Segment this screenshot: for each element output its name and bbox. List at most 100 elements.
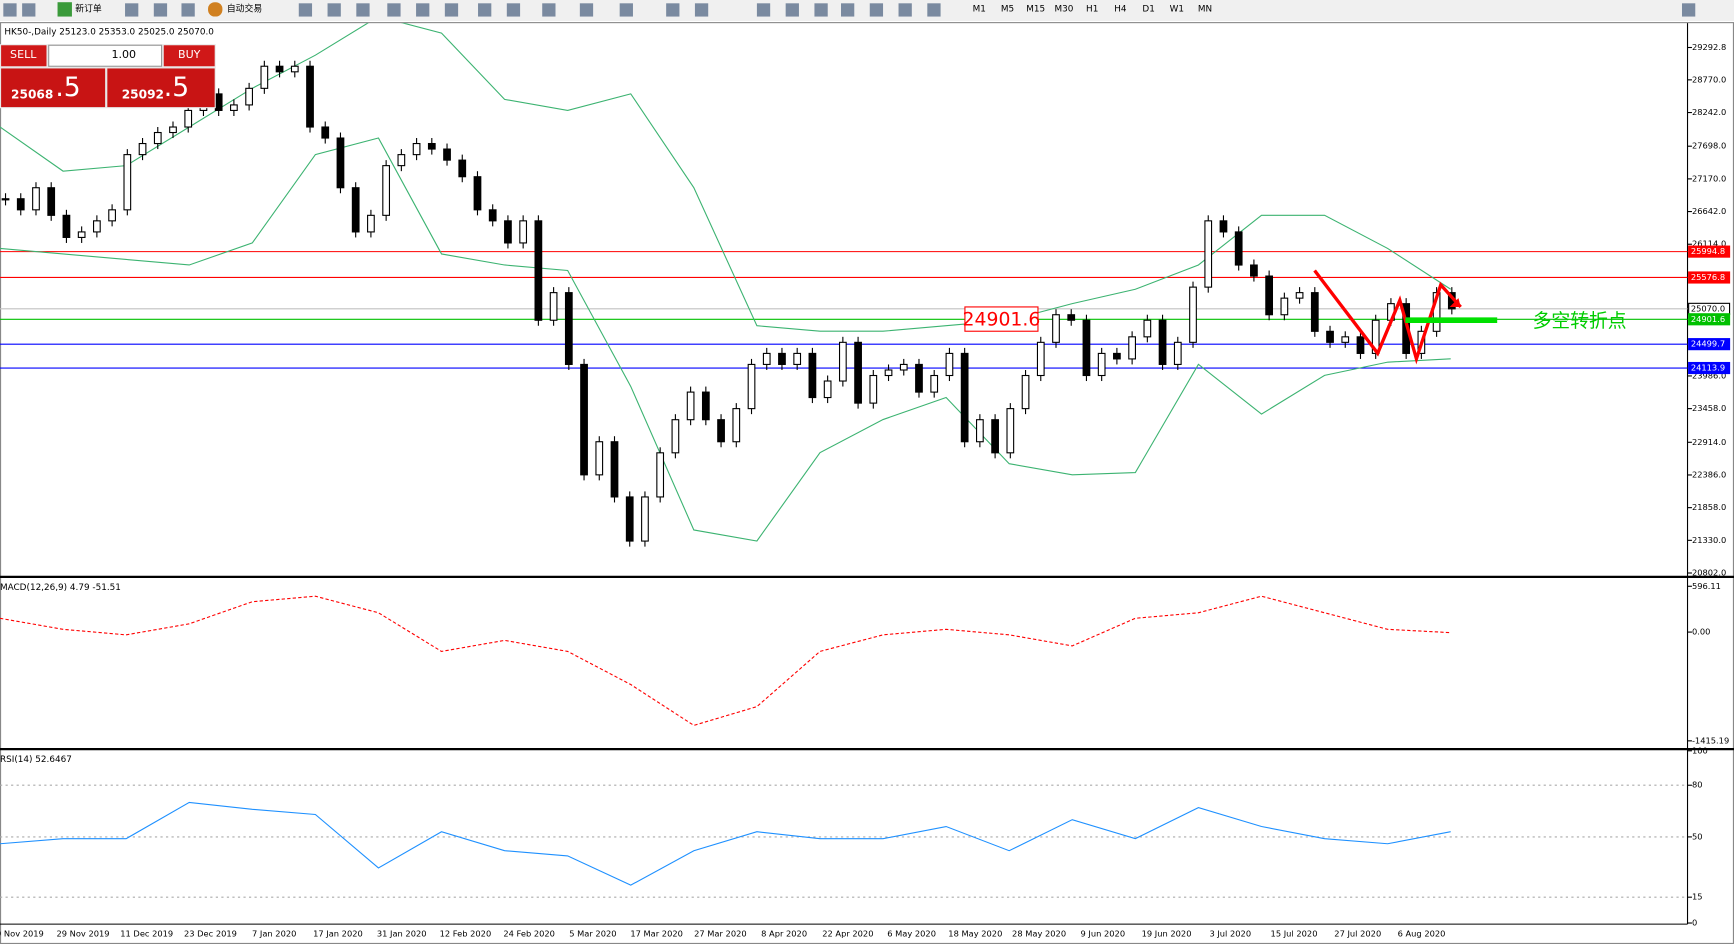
candle [1310,292,1319,332]
timeframe-button[interactable]: MN [1198,4,1212,14]
price-level-label: 24113.9 [1691,363,1725,373]
candle [1021,374,1030,410]
candle [367,214,375,233]
y-tick-label: 28770.0 [1692,74,1726,84]
buy-label[interactable]: BUY [178,48,201,61]
timeframe-button[interactable]: M30 [1055,4,1074,14]
candle [549,292,558,321]
candle [641,496,649,542]
timeframe-button[interactable]: W1 [1170,4,1184,14]
candle [306,65,314,128]
x-tick-label: 27 Jul 2020 [1334,929,1381,939]
sell-price-box[interactable] [1,68,106,108]
candle [1143,319,1152,338]
y-tick-label: 28242.0 [1692,107,1726,117]
candle [701,391,710,421]
candle [564,292,573,365]
y-tick-label: 23986.0 [1692,370,1726,380]
lots-input[interactable] [48,44,163,67]
x-tick-label: 9 Jun 2020 [1081,929,1126,939]
candle [1204,220,1213,288]
x-tick-label: 17 Mar 2020 [630,929,683,939]
annotation: 多空转折点 [1533,310,1627,332]
candle [747,363,756,410]
chart-frame [0,22,1734,944]
x-tick-label: 7 Jan 2020 [252,929,296,939]
buy-button[interactable] [163,45,215,67]
candle [138,142,147,156]
y-tick-label: 29292.8 [1692,42,1726,52]
price-level-label: 25994.8 [1691,246,1725,256]
sell-label[interactable]: SELL [10,48,37,61]
candle [884,369,893,377]
x-tick-label: 31 Jan 2020 [377,929,427,939]
candle [991,419,999,454]
x-tick-label: 24 Feb 2020 [503,929,555,939]
x-tick-label: 6 Aug 2020 [1398,929,1446,939]
drawn-zigzag [1313,269,1462,365]
timeframe-button[interactable]: H4 [1114,4,1127,14]
candle [671,419,680,454]
y-tick-label: 26114.0 [1692,239,1726,249]
buy-price-box[interactable] [107,68,215,108]
candle [153,131,162,145]
buy-price[interactable]: 25092 [122,87,164,101]
y-tick-label: 15 [1692,892,1703,902]
y-tick-label: 22386.0 [1692,469,1726,479]
toolbar-button[interactable]: 新订单 [75,2,102,14]
price-level-box [1688,245,1731,258]
x-tick-label: 27 Mar 2020 [694,929,747,939]
candle [717,419,725,443]
candle [1113,352,1121,360]
buy-price-frac[interactable]: .5 [164,72,189,103]
candle [732,408,741,443]
timeframe-button[interactable]: M5 [1001,4,1014,14]
candle [1189,286,1197,343]
x-tick-label: 3 Jul 2020 [1209,929,1251,939]
candle [823,380,832,399]
candle [427,142,436,150]
sell-price[interactable]: 25068 [11,87,53,101]
rsi-line [0,801,1451,886]
toolbar-button[interactable]: 自动交易 [227,2,262,14]
candle [793,352,802,365]
price-level-box [1688,338,1731,351]
timeframe-button[interactable]: D1 [1142,4,1154,14]
candle [32,187,40,211]
indicator-title: MACD(12,26,9) 4.79 -51.51 [0,583,121,593]
candle [1067,314,1076,321]
x-tick-label: 5 Mar 2020 [569,929,616,939]
candle [1128,336,1136,360]
candle [625,496,634,542]
candle [899,363,908,371]
sell-button[interactable] [1,45,47,67]
candle [762,352,771,365]
candle [1097,352,1106,377]
timeframe-button[interactable]: M15 [1026,4,1045,14]
x-tick-label: 18 May 2020 [948,929,1002,939]
price-level-label: 24499.7 [1691,339,1725,349]
toolbar-icons [3,3,1696,17]
y-tick-label: 80 [1692,780,1703,790]
candle [1158,319,1167,365]
lots[interactable]: 1.00 [111,48,136,61]
sell-price-frac[interactable]: .5 [55,72,80,103]
candle [16,198,25,211]
candle [1356,336,1365,354]
indicator-title: RSI(14) 52.6467 [0,755,72,765]
y-tick-label: 23458.0 [1692,403,1726,413]
x-tick-label: 15 Jul 2020 [1271,929,1318,939]
candle [1265,275,1274,316]
candle [260,65,269,89]
candle [869,374,878,404]
autotrade-icon[interactable] [208,2,223,17]
timeframe-button[interactable]: M1 [973,4,986,14]
candle [1036,341,1045,377]
x-tick-label: 28 May 2020 [1012,929,1066,939]
timeframe-button[interactable]: H1 [1086,4,1098,14]
new-order-icon[interactable] [57,2,72,17]
candle [382,165,391,216]
candle [778,352,786,365]
candle [245,87,253,106]
